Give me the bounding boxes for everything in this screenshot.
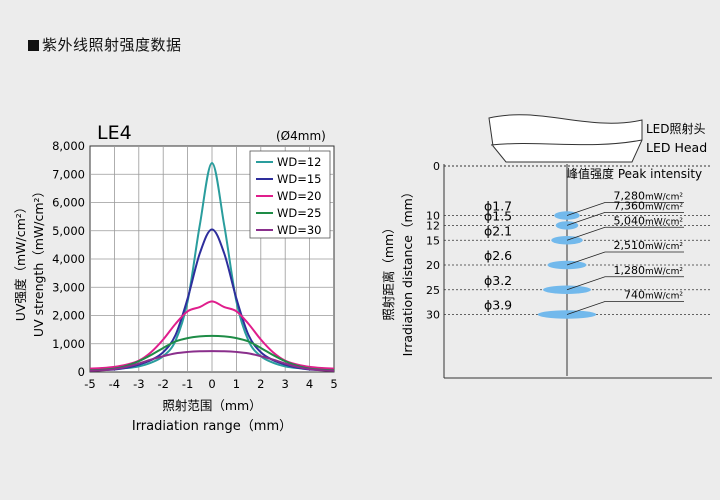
distance-label-en: Irradiation distance（mm）	[400, 186, 415, 357]
distance-tick-label: 30	[426, 309, 440, 322]
y-tick-label: 7,000	[52, 167, 85, 181]
peak-leader-line	[566, 202, 684, 216]
y-axis-label-en: UV strength（mW/cm²）	[31, 185, 46, 337]
y-tick-label: 5,000	[52, 224, 85, 238]
title-bullet	[28, 40, 39, 51]
y-axis-label-cn: UV强度（mW/cm²）	[13, 201, 28, 322]
peak-intensity-value: 1,280mW/cm²	[613, 264, 683, 277]
distance-tick-label: 10	[426, 210, 440, 223]
peak-leader-line	[566, 226, 684, 241]
legend-label: WD=30	[277, 223, 322, 237]
distance-tick-label: 25	[426, 284, 440, 297]
x-tick-label: -4	[109, 377, 120, 391]
page-title-text: 紫外线照射强度数据	[42, 36, 182, 54]
series-line-wd-30	[89, 350, 335, 372]
led-head-edge	[490, 139, 643, 146]
peak-leader-line	[566, 301, 684, 315]
chart-subtitle: (Ø4mm)	[276, 129, 326, 143]
y-tick-label: 3,000	[52, 280, 85, 294]
spot-diameter-label: ϕ1.5	[484, 208, 512, 223]
distance-label-cn: 照射距离（mm）	[381, 221, 396, 320]
peak-intensity-value: 7,360mW/cm²	[613, 199, 683, 212]
x-tick-label: -2	[157, 377, 168, 391]
x-tick-label: 2	[257, 377, 264, 391]
irradiation-distance-diagram: LED照射头 LED Head 0 峰值强度 Peak intensity 照射…	[381, 114, 712, 379]
peak-intensity-label: 峰值强度 Peak intensity	[566, 166, 702, 181]
y-tick-label: 4,000	[52, 252, 85, 266]
x-tick-label: -5	[84, 377, 95, 391]
legend-label: WD=25	[277, 206, 322, 220]
distance-tick-label: 20	[426, 259, 440, 272]
y-tick-label: 8,000	[52, 139, 85, 153]
y-tick-label: 1,000	[52, 337, 85, 351]
legend-box	[249, 150, 331, 239]
chart-title: LE4	[97, 122, 132, 144]
legend-label: WD=20	[277, 189, 322, 203]
peak-intensity-value: 5,040mW/cm²	[613, 214, 683, 227]
legend: WD=12 WD=15 WD=20 WD=25 WD=30	[249, 150, 331, 239]
distance-tick-label: 15	[426, 234, 440, 247]
led-head-shape	[488, 114, 643, 163]
x-tick-label: 0	[208, 377, 215, 391]
peak-intensity-value: 740mW/cm²	[624, 289, 683, 302]
distance-rows: 10 ϕ1.7 7,280mW/cm² 12 ϕ1.5 7,360mW/cm² 15 ϕ2.1…	[426, 190, 712, 322]
x-tick-label: 3	[282, 377, 289, 391]
spot-diameter-label: ϕ1.7	[484, 199, 512, 214]
peak-leader-line	[566, 276, 684, 291]
spot-diameter-label: ϕ2.1	[484, 223, 512, 238]
peak-intensity-value: 2,510mW/cm²	[613, 239, 683, 252]
y-tick-label: 6,000	[52, 196, 85, 210]
spot-diameter-label: ϕ3.9	[484, 298, 512, 313]
distance-tick-label: 12	[426, 219, 440, 232]
peak-leader-line	[566, 211, 684, 226]
x-axis-label-cn: 照射范围（mm）	[162, 398, 261, 413]
y-tick-label: 2,000	[52, 309, 85, 323]
x-tick-label: 4	[306, 377, 313, 391]
x-tick-labels: -5 -4 -3 -2 -1 0 1 2 3 4 5	[84, 377, 337, 391]
legend-label: WD=12	[277, 155, 322, 169]
x-tick-label: -3	[133, 377, 144, 391]
spot-diameter-label: ϕ3.2	[484, 273, 512, 288]
y-tick-labels: 0 1,000 2,000 3,000 4,000 5,000 6,000 7,000 8,00…	[52, 139, 85, 379]
page-title: 紫外线照射强度数据	[28, 34, 182, 55]
spot-diameter-label: ϕ2.6	[484, 248, 512, 263]
led-head-label-cn: LED照射头	[646, 121, 706, 136]
peak-leader-line	[566, 251, 684, 266]
uv-strength-chart: 0 1,000 2,000 3,000 4,000 5,000 6,000 7,000 8,00…	[13, 122, 338, 434]
y-tick-label: 0	[78, 365, 85, 379]
zero-tick-label: 0	[433, 160, 440, 173]
x-axis-label-en: Irradiation range（mm）	[132, 419, 292, 434]
peak-intensity-value: 7,280mW/cm²	[613, 190, 683, 203]
legend-label: WD=15	[277, 172, 322, 186]
series-line-wd-25	[89, 334, 335, 372]
x-tick-label: -1	[182, 377, 193, 391]
x-tick-label: 5	[330, 377, 337, 391]
x-tick-label: 1	[233, 377, 240, 391]
led-head-label-en: LED Head	[646, 140, 707, 155]
series-lines	[89, 161, 335, 372]
